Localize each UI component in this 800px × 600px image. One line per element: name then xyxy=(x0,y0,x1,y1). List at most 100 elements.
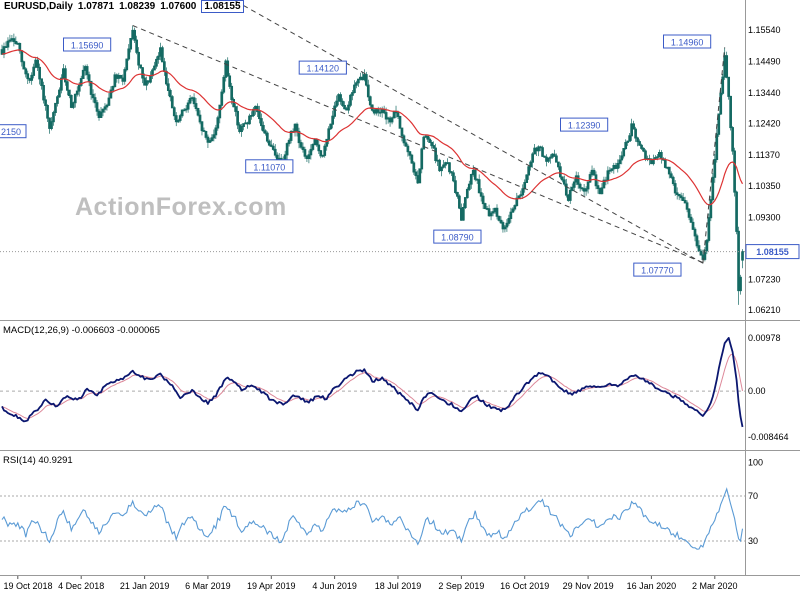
candle-body xyxy=(404,142,408,147)
candle-body xyxy=(145,80,148,86)
candle-body xyxy=(562,179,566,185)
candle-body xyxy=(620,155,624,161)
candle-body xyxy=(54,102,57,114)
candle-body xyxy=(198,114,202,123)
candle-body xyxy=(337,94,340,102)
candle-body xyxy=(406,145,410,153)
candle-body xyxy=(568,189,572,201)
price-axis-label: 1.06210 xyxy=(748,305,781,315)
candle-body xyxy=(267,140,271,146)
candle-body xyxy=(93,97,97,104)
candle-body xyxy=(677,194,681,197)
candle-body xyxy=(434,147,437,162)
candle-body xyxy=(105,104,109,108)
candle-body xyxy=(131,29,135,39)
candle-body xyxy=(196,108,200,116)
symbol-timeframe-label: EURUSD,Daily xyxy=(4,1,73,12)
candle-body xyxy=(547,157,550,162)
candle-body xyxy=(739,276,742,292)
candle-body xyxy=(186,102,190,110)
candle-body xyxy=(109,89,113,99)
candle-body xyxy=(351,92,354,96)
ohlc-open: 1.07871 xyxy=(77,1,115,12)
macd-axis-label: 0.00978 xyxy=(748,333,781,343)
candle-body xyxy=(689,216,693,223)
candle-body xyxy=(103,106,107,110)
candle-body xyxy=(608,169,612,172)
candle-body xyxy=(709,199,713,219)
candle-body xyxy=(184,108,188,111)
candle-body xyxy=(586,181,590,190)
candle-body xyxy=(161,47,164,63)
candle-body xyxy=(188,98,192,104)
price-axis: 1.15540 1.14490 1.13440 1.12420 1.11370 1.103… xyxy=(745,25,800,315)
candle-body xyxy=(465,188,469,199)
candle-body xyxy=(559,166,562,178)
candle-body xyxy=(590,169,594,176)
candle-body xyxy=(113,74,117,88)
price-axis-label: 1.10350 xyxy=(748,181,781,191)
candle-body xyxy=(166,83,170,92)
candle-body xyxy=(644,150,647,160)
candle-body xyxy=(640,144,643,149)
candle-body xyxy=(463,197,467,209)
candle-body xyxy=(250,115,253,117)
candle-body xyxy=(636,137,639,143)
candle-body xyxy=(18,43,22,52)
candle-body xyxy=(452,172,455,182)
candle-body xyxy=(467,183,471,190)
candle-body xyxy=(6,40,10,48)
candle-body xyxy=(428,138,432,143)
ohlc-low: 1.07600 xyxy=(160,1,197,12)
candle-body xyxy=(111,86,115,91)
candle-body xyxy=(69,95,73,108)
ohlc-high: 1.08239 xyxy=(119,1,156,12)
candle-body xyxy=(469,174,473,185)
candle-body xyxy=(222,76,226,93)
candle-body xyxy=(535,147,538,152)
candle-body xyxy=(269,144,273,147)
candle-body xyxy=(632,123,635,130)
candle-body xyxy=(125,58,129,71)
candle-body xyxy=(216,117,220,129)
date-label: 29 Nov 2019 xyxy=(563,581,614,591)
candle-body xyxy=(616,163,620,169)
candle-body xyxy=(527,166,531,176)
candle-body xyxy=(192,97,196,105)
candle-body xyxy=(667,166,671,175)
candle-body xyxy=(491,211,495,214)
candle-body xyxy=(679,195,683,199)
candle-body xyxy=(707,217,711,241)
candle-body xyxy=(343,105,346,110)
price-annotation-box xyxy=(433,229,482,244)
candle-body xyxy=(735,191,738,232)
candle-body xyxy=(598,188,602,195)
candle-body xyxy=(210,137,214,142)
candle-body xyxy=(610,168,614,171)
candle-body xyxy=(592,169,596,176)
candle-body xyxy=(234,106,237,112)
candle-body xyxy=(89,80,93,95)
candle-body xyxy=(733,150,736,193)
candle-body xyxy=(355,82,358,86)
trendline xyxy=(232,0,704,264)
moving-average-line xyxy=(1,49,744,206)
candle-body xyxy=(30,74,34,81)
candle-body xyxy=(626,140,630,143)
price-axis-label: 1.07230 xyxy=(748,274,781,284)
candle-body xyxy=(143,77,146,86)
candle-body xyxy=(505,222,509,228)
candle-body xyxy=(307,154,311,160)
candle-body xyxy=(273,148,277,156)
price-axis-label: 1.14490 xyxy=(748,57,781,67)
candle-body xyxy=(176,120,180,123)
candle-body xyxy=(553,153,556,157)
candle-body xyxy=(157,55,160,60)
candle-body xyxy=(390,117,394,123)
candle-body xyxy=(398,116,402,129)
candle-body xyxy=(578,183,582,189)
candle-body xyxy=(220,91,224,106)
candle-body xyxy=(170,96,174,109)
candle-body xyxy=(71,102,75,108)
candle-body xyxy=(147,80,150,83)
